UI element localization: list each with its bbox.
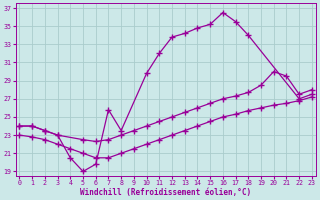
X-axis label: Windchill (Refroidissement éolien,°C): Windchill (Refroidissement éolien,°C)	[80, 188, 251, 197]
